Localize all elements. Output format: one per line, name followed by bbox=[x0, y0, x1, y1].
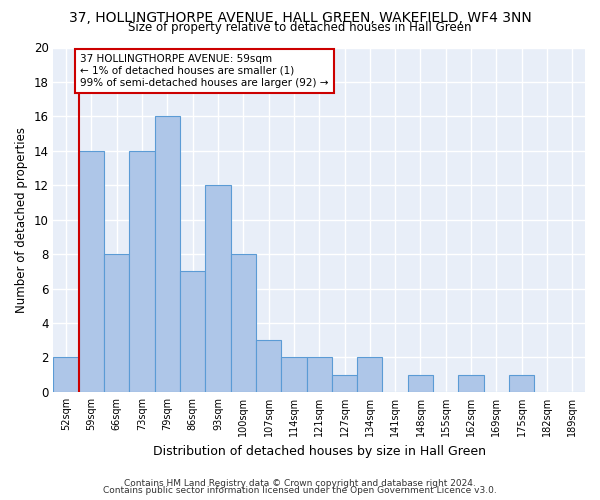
Bar bbox=[357, 358, 382, 392]
Bar bbox=[509, 374, 535, 392]
Bar bbox=[230, 254, 256, 392]
Bar bbox=[155, 116, 180, 392]
Bar bbox=[79, 151, 104, 392]
Text: 37 HOLLINGTHORPE AVENUE: 59sqm
← 1% of detached houses are smaller (1)
99% of se: 37 HOLLINGTHORPE AVENUE: 59sqm ← 1% of d… bbox=[80, 54, 328, 88]
Bar bbox=[256, 340, 281, 392]
Text: Size of property relative to detached houses in Hall Green: Size of property relative to detached ho… bbox=[128, 22, 472, 35]
Text: Contains public sector information licensed under the Open Government Licence v3: Contains public sector information licen… bbox=[103, 486, 497, 495]
Y-axis label: Number of detached properties: Number of detached properties bbox=[15, 126, 28, 312]
Bar bbox=[180, 272, 205, 392]
Bar bbox=[205, 186, 230, 392]
Bar bbox=[281, 358, 307, 392]
Bar bbox=[104, 254, 130, 392]
Text: Contains HM Land Registry data © Crown copyright and database right 2024.: Contains HM Land Registry data © Crown c… bbox=[124, 478, 476, 488]
Bar bbox=[458, 374, 484, 392]
Bar bbox=[332, 374, 357, 392]
Bar bbox=[53, 358, 79, 392]
Bar bbox=[130, 151, 155, 392]
Bar bbox=[408, 374, 433, 392]
X-axis label: Distribution of detached houses by size in Hall Green: Distribution of detached houses by size … bbox=[153, 444, 486, 458]
Text: 37, HOLLINGTHORPE AVENUE, HALL GREEN, WAKEFIELD, WF4 3NN: 37, HOLLINGTHORPE AVENUE, HALL GREEN, WA… bbox=[68, 11, 532, 25]
Bar bbox=[307, 358, 332, 392]
